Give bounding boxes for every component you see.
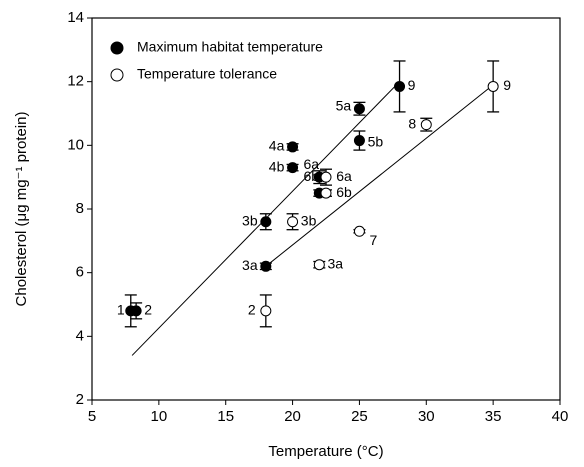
point: [353, 135, 365, 147]
point-label: 6a: [304, 156, 320, 172]
point: [487, 80, 499, 92]
x-tick-label: 5: [88, 408, 96, 425]
legend-marker: [110, 41, 124, 55]
point-label: 1: [117, 302, 125, 318]
y-tick-label: 6: [76, 264, 84, 281]
point-label: 9: [408, 77, 416, 93]
y-axis-label: Cholesterol (μg mg⁻¹ protein): [13, 112, 30, 307]
y-tick-label: 14: [67, 9, 84, 26]
x-tick-label: 15: [217, 408, 234, 425]
x-tick-label: 30: [418, 408, 435, 425]
point: [420, 119, 432, 131]
point-label: 8: [408, 115, 416, 131]
point: [320, 171, 332, 183]
x-tick-label: 20: [284, 408, 301, 425]
y-tick-label: 8: [76, 200, 84, 217]
point-label: 4a: [269, 138, 285, 154]
y-tick-label: 4: [76, 327, 84, 344]
point: [313, 259, 325, 271]
fit-line: [265, 84, 494, 267]
point-label: 6a: [336, 168, 352, 184]
x-tick-label: 25: [351, 408, 368, 425]
legend-label: Temperature tolerance: [137, 66, 277, 82]
point-label: 2: [144, 302, 152, 318]
point-label: 3a: [242, 257, 258, 273]
point-label: 5b: [368, 133, 384, 149]
point-label: 5a: [336, 97, 352, 113]
point: [394, 80, 406, 92]
point: [260, 305, 272, 317]
y-tick-label: 2: [76, 391, 84, 408]
point-label: 7: [370, 232, 378, 248]
x-tick-label: 40: [552, 408, 569, 425]
x-tick-label: 10: [151, 408, 168, 425]
legend-marker: [110, 68, 124, 82]
point-label: 6b: [304, 168, 320, 184]
point: [287, 216, 299, 228]
point-label: 9: [503, 77, 511, 93]
point: [130, 305, 142, 317]
point-label: 3b: [242, 212, 258, 228]
point: [287, 141, 299, 153]
x-axis-label: Temperature (°C): [268, 443, 383, 460]
point-label: 6b: [336, 184, 352, 200]
point: [260, 216, 272, 228]
point: [353, 103, 365, 115]
y-tick-label: 12: [67, 73, 84, 90]
point-label: 4b: [269, 158, 285, 174]
point-label: 3a: [328, 255, 344, 271]
x-tick-label: 35: [485, 408, 502, 425]
point-label: 2: [248, 302, 256, 318]
point: [353, 225, 365, 237]
point-label: 3b: [301, 212, 317, 228]
point: [287, 162, 299, 174]
point: [320, 187, 332, 199]
y-tick-label: 10: [67, 136, 84, 153]
legend-label: Maximum habitat temperature: [137, 39, 323, 55]
